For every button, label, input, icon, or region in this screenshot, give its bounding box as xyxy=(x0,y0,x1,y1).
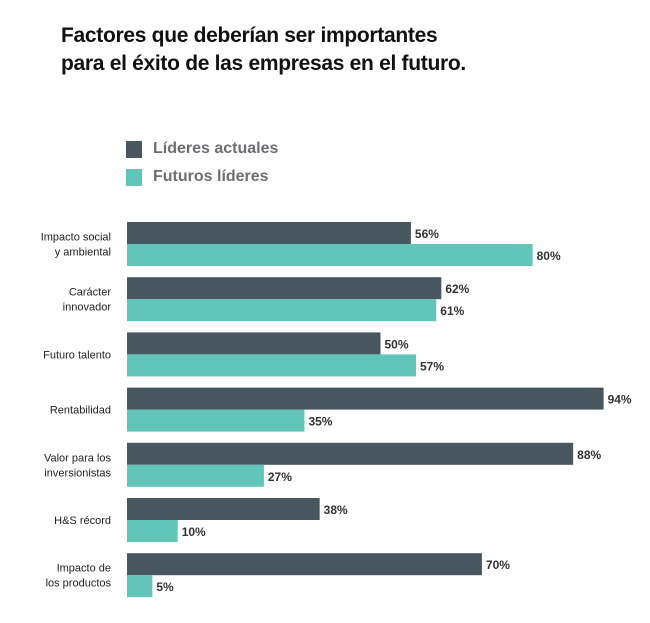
category-label: Rentabilidad xyxy=(50,405,111,417)
legend-item-futuros-lideres: Futuros líderes xyxy=(126,163,278,191)
chart-title-line-1: Factores que deberían ser importantes xyxy=(61,24,438,47)
legend-label-futuros-lideres: Futuros líderes xyxy=(153,168,269,185)
category-label: Impacto de xyxy=(57,563,111,575)
value-label-lideres-actuales: 88% xyxy=(577,448,601,462)
category-label: los productos xyxy=(46,578,112,590)
legend-swatch-futuros-lideres xyxy=(126,168,142,186)
legend-label-lideres-actuales: Líderes actuales xyxy=(153,140,279,157)
category-label: inversionistas xyxy=(44,467,111,479)
bar-futuros-lideres xyxy=(127,520,178,542)
category-label: Futuro talento xyxy=(43,349,111,361)
value-label-futuros-lideres: 61% xyxy=(440,304,464,318)
bar-lideres-actuales xyxy=(127,442,574,465)
category-label: H&S récord xyxy=(54,515,111,527)
bar-lideres-actuales xyxy=(127,553,482,576)
value-label-futuros-lideres: 27% xyxy=(268,470,292,484)
bar-futuros-lideres xyxy=(127,575,153,598)
category-label: Impacto social xyxy=(41,232,111,244)
category-label: Valor para los xyxy=(44,452,112,464)
value-label-futuros-lideres: 80% xyxy=(537,249,561,263)
value-label-lideres-actuales: 70% xyxy=(486,558,510,572)
value-label-lideres-actuales: 50% xyxy=(385,337,409,351)
value-label-lideres-actuales: 94% xyxy=(608,393,632,407)
category-label: innovador xyxy=(63,302,112,314)
category-label: Carácter xyxy=(69,287,112,299)
legend-item-lideres-actuales: Líderes actuales xyxy=(126,135,278,163)
value-label-futuros-lideres: 10% xyxy=(182,525,206,539)
bar-lideres-actuales xyxy=(127,277,442,300)
bar-lideres-actuales xyxy=(127,387,604,410)
bar-futuros-lideres xyxy=(127,409,305,432)
value-label-futuros-lideres: 57% xyxy=(420,359,444,373)
bar-futuros-lideres xyxy=(127,244,533,266)
legend: Líderes actuales Futuros líderes xyxy=(126,135,278,191)
bar-futuros-lideres xyxy=(127,464,264,487)
bar-futuros-lideres xyxy=(127,299,437,322)
bar-lideres-actuales xyxy=(127,332,381,355)
chart-title-line-2: para el éxito de las empresas en el futu… xyxy=(61,52,466,75)
chart-title: Factores que deberían ser importantes pa… xyxy=(61,22,466,78)
value-label-futuros-lideres: 5% xyxy=(156,580,174,594)
value-label-futuros-lideres: 35% xyxy=(308,415,332,429)
value-label-lideres-actuales: 38% xyxy=(324,503,348,517)
bar-lideres-actuales xyxy=(127,498,320,520)
value-label-lideres-actuales: 56% xyxy=(415,227,439,241)
bar-futuros-lideres xyxy=(127,354,416,377)
legend-swatch-lideres-actuales xyxy=(126,140,142,158)
bar-lideres-actuales xyxy=(127,222,411,244)
category-label: y ambiental xyxy=(55,247,111,259)
value-label-lideres-actuales: 62% xyxy=(445,282,469,296)
